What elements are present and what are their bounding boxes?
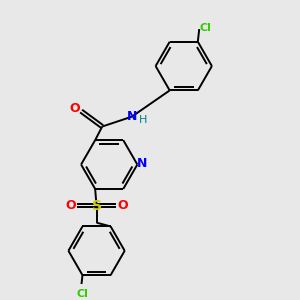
- Text: N: N: [127, 110, 137, 123]
- Text: O: O: [65, 199, 76, 212]
- Text: S: S: [92, 199, 102, 213]
- Text: O: O: [70, 102, 80, 115]
- Text: O: O: [117, 199, 128, 212]
- Text: Cl: Cl: [76, 289, 88, 299]
- Text: N: N: [137, 157, 148, 169]
- Text: Cl: Cl: [200, 22, 211, 33]
- Text: H: H: [139, 115, 148, 124]
